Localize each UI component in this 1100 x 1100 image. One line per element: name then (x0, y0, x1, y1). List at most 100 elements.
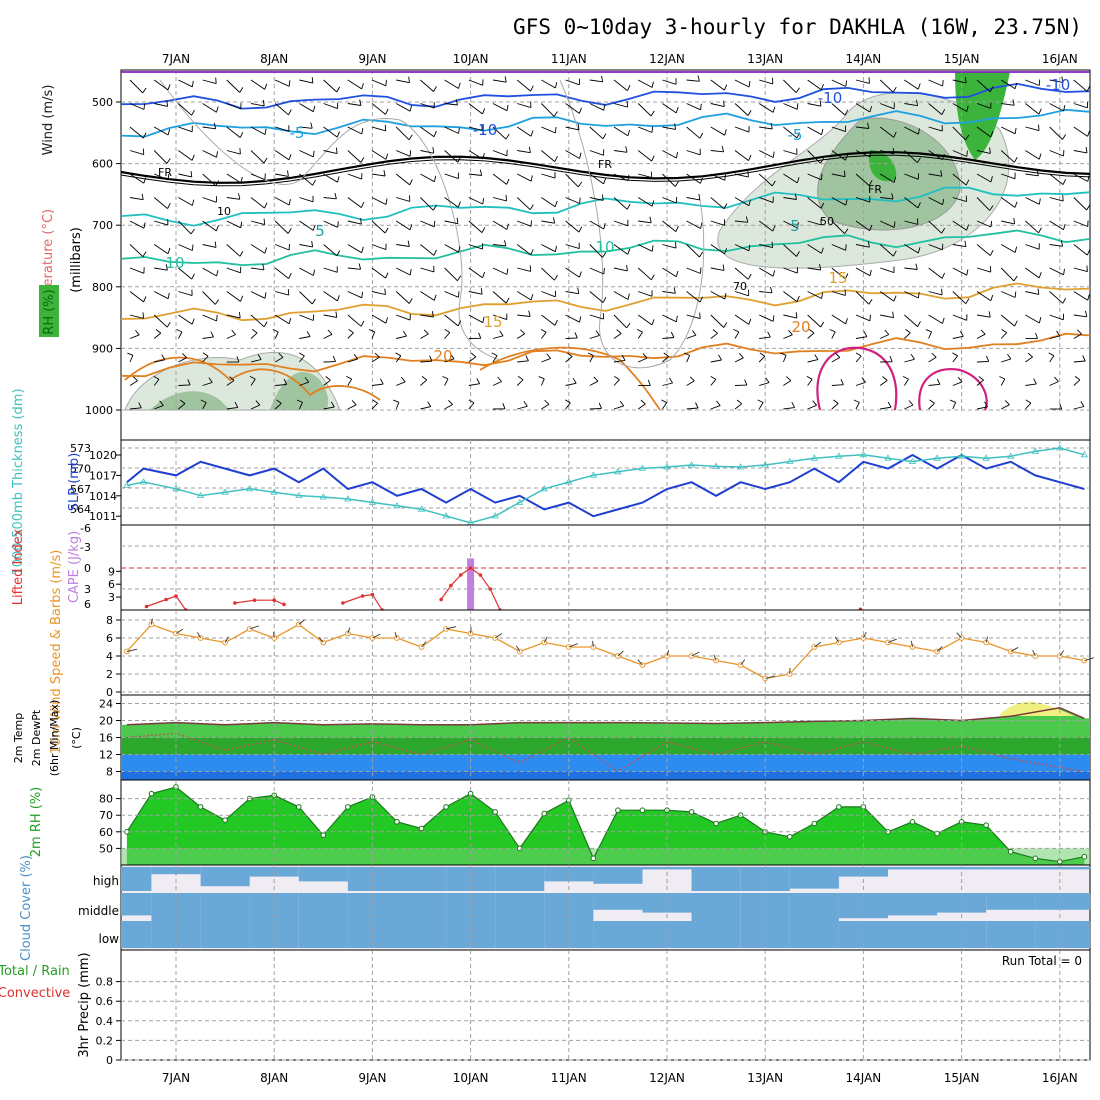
wind-barb-flag (433, 130, 437, 137)
wind-barb-flag (288, 317, 292, 324)
lifted-marker (488, 587, 493, 591)
wind-barb (250, 79, 266, 90)
wind-barb-flag (491, 352, 498, 357)
wind-barb-flag (143, 296, 147, 303)
wind-barb-flag (965, 298, 970, 304)
wind-barb-flag (1059, 403, 1063, 410)
wind-barb (395, 291, 410, 304)
wind-barb (1001, 103, 1015, 106)
top-day-label: 13JAN (747, 52, 783, 66)
wind-barb-flag (351, 400, 357, 406)
wind-barb (202, 314, 217, 322)
wind-barb-flag (626, 322, 631, 329)
wind-barb-flag (910, 354, 915, 360)
wind-barb (395, 267, 411, 276)
wind-barb (710, 267, 725, 271)
y-tick-label: 2 (106, 668, 113, 681)
lifted-marker (478, 573, 483, 577)
thickness-marker (982, 454, 990, 461)
y-tick-label: 1011 (89, 510, 117, 523)
wind-barb (807, 291, 822, 299)
wind-barb (1001, 173, 1016, 180)
wind-barb-flag (208, 377, 213, 383)
top-day-label: 14JAN (846, 52, 882, 66)
contour-label: 5 (790, 217, 800, 235)
wind-barb (299, 381, 309, 386)
wind-barb-flag (1074, 376, 1081, 381)
wind-barb-flag (143, 103, 146, 110)
wind-barb-flag (833, 399, 839, 404)
contour-label: FR (868, 183, 882, 196)
wind-barb-flag (957, 377, 963, 383)
wind-barb-flag (990, 175, 993, 183)
wind-barb (1049, 126, 1063, 140)
cloud-cell (200, 893, 250, 921)
wind-barb (226, 334, 236, 339)
wind-barb-flag (423, 329, 429, 335)
contour-label: 20 (791, 318, 810, 336)
y-tick-label: 3 (108, 591, 115, 604)
wind-barb-flag (409, 179, 413, 186)
upper-wind-label: Wind (m/s) (41, 85, 56, 156)
wind-barb (928, 291, 943, 296)
wind-barb-flag (1063, 105, 1066, 112)
wind-barb (613, 267, 628, 272)
wind10m-barb (936, 646, 943, 652)
wind-barb (226, 173, 241, 184)
wind-barb-flag (791, 401, 795, 408)
wind-barb-flag (1038, 316, 1042, 324)
y-tick-label: 16 (99, 732, 113, 745)
wind-barb-flag (1013, 275, 1018, 282)
wind-barb-flag (577, 287, 580, 294)
wind-barb-flag (190, 228, 195, 235)
wind-barb-flag (748, 244, 751, 251)
wind-barb-flag (820, 157, 825, 164)
wind-barb-flag (780, 352, 787, 356)
wind-barb (855, 220, 870, 232)
wind-barb (686, 267, 701, 274)
y-tick-label: low (99, 932, 120, 946)
wind-barb-flag (721, 145, 725, 152)
wind-barb (928, 173, 942, 177)
wind-barb (1025, 402, 1032, 410)
wind-barb (153, 79, 169, 91)
wind10m-barb (175, 628, 184, 634)
wind-barb (347, 267, 361, 270)
cloud-cell (495, 921, 545, 948)
wind-barb (976, 406, 988, 410)
wind-barb-flag (651, 81, 654, 88)
wind-barb-flag (480, 288, 483, 295)
wind-barb (1073, 220, 1088, 227)
rh2m-line (126, 786, 1085, 863)
wind-barb-flag (214, 241, 217, 248)
wind-barb-flag (361, 83, 364, 90)
wind-barb-flag (869, 224, 873, 231)
wind-barb (759, 336, 771, 339)
wind-barb (541, 173, 556, 179)
wind-barb (1049, 173, 1064, 185)
wind-barb (202, 220, 217, 232)
wind-barb (758, 103, 774, 113)
wind-barb-flag (482, 198, 485, 205)
rh2m-marker (541, 810, 548, 817)
wind-barb-flag (942, 80, 944, 87)
wind-barb (492, 291, 507, 304)
wind-barb-flag (695, 402, 699, 409)
wind-barb (516, 79, 531, 92)
rh2m-marker (148, 790, 155, 797)
wind-barb-flag (517, 376, 524, 381)
wind-barb-flag (747, 110, 752, 116)
wind-barb (420, 333, 429, 339)
upper-unit-label: (millibars) (69, 227, 84, 293)
wind-barb-flag (917, 321, 921, 327)
wind-barb-flag (697, 75, 700, 82)
wind-barb-flag (525, 355, 529, 361)
wind-barb-flag (191, 318, 195, 325)
wind-barb-flag (853, 399, 860, 403)
contour-label: 15 (828, 269, 847, 287)
lifted-marker (449, 583, 453, 588)
wind-barb-flag (497, 376, 502, 382)
wind-barb (371, 402, 379, 410)
wind-barb (396, 381, 406, 386)
wind10m-marker (197, 635, 204, 641)
